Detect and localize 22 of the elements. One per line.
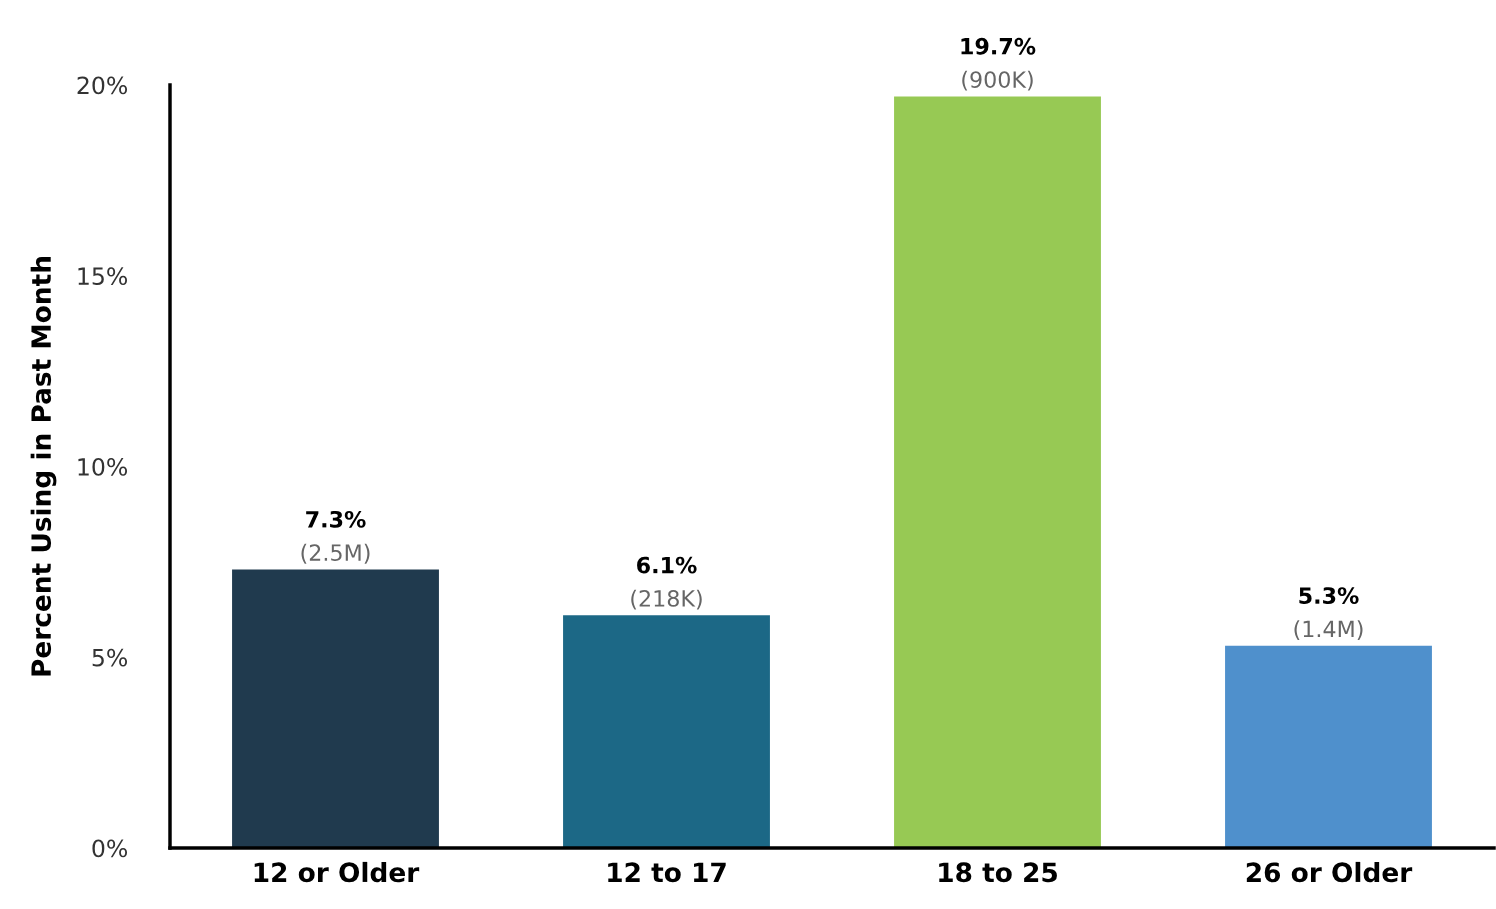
data-label: 7.3% <box>306 510 366 528</box>
y-axis-title: Percent Using in Past Month <box>30 257 57 676</box>
y-tick-label: 20% <box>77 76 128 95</box>
bar <box>894 96 1101 848</box>
data-label: 19.7% <box>961 37 1036 55</box>
annotation: (2.5M) <box>301 543 370 564</box>
y-tick-label: 15% <box>78 267 128 286</box>
bar <box>232 569 439 848</box>
x-tick-label: 26 or Older <box>1246 861 1413 883</box>
y-tick-label: 0% <box>92 839 128 858</box>
x-tick-label: 12 to 17 <box>608 862 726 883</box>
x-tick-label: 18 to 25 <box>939 862 1057 883</box>
y-tick-label: 10% <box>78 457 128 476</box>
bar <box>563 615 770 848</box>
y-tick-label: 5% <box>92 648 128 667</box>
annotation: (900K) <box>962 70 1033 91</box>
annotation: (1.4M) <box>1294 620 1363 640</box>
x-tick-label: 12 or Older <box>254 861 420 883</box>
annotation: (218K) <box>631 589 702 610</box>
data-label: 5.3% <box>1299 587 1359 604</box>
bar <box>1225 645 1432 848</box>
data-label: 6.1% <box>637 556 697 574</box>
